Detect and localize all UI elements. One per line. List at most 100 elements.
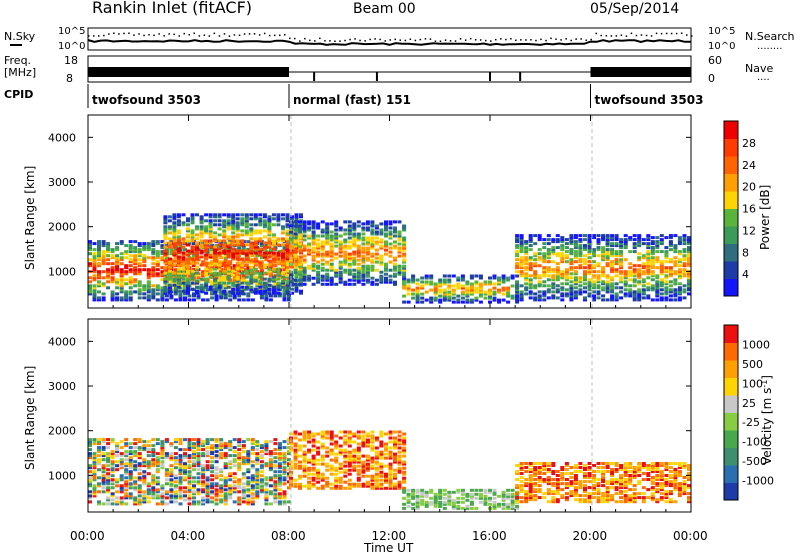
echo-cell <box>264 488 269 492</box>
echo-cell <box>510 496 515 500</box>
echo-cell <box>334 220 339 224</box>
echo-cell <box>205 476 210 480</box>
echo-cell <box>241 276 246 280</box>
power-echo-cells <box>88 213 691 304</box>
echo-cell <box>664 280 669 284</box>
echo-cell <box>110 276 115 280</box>
echo-cell <box>601 246 606 250</box>
echo-cell <box>249 231 254 235</box>
echo-cell <box>456 276 461 280</box>
echo-cell <box>163 253 168 257</box>
echo-cell <box>196 440 201 444</box>
echo-cell <box>281 259 285 263</box>
echo-cell <box>506 276 511 280</box>
echo-cell <box>302 272 307 276</box>
echo-cell <box>186 291 190 295</box>
echo-cell <box>176 273 181 277</box>
echo-cell <box>393 244 397 248</box>
echo-cell <box>619 246 624 250</box>
echo-cell <box>276 261 281 265</box>
echo-cell <box>650 236 655 240</box>
echo-cell <box>172 229 177 233</box>
echo-cell <box>110 280 115 284</box>
echo-cell <box>282 490 287 494</box>
echo-cell <box>524 240 529 244</box>
echo-cell <box>677 252 682 256</box>
echo-cell <box>160 486 165 490</box>
echo-cell <box>637 270 642 274</box>
echo-cell <box>253 237 258 241</box>
echo-cell <box>88 240 92 244</box>
echo-cell <box>352 268 357 272</box>
echo-cell <box>316 278 321 282</box>
echo-cell <box>231 289 236 293</box>
nsearch-dot <box>454 40 457 42</box>
echo-cell <box>155 490 160 494</box>
echo-cell <box>601 282 606 286</box>
echo-cell <box>492 496 497 500</box>
echo-cell <box>519 264 524 268</box>
echo-cell <box>128 460 133 464</box>
echo-cell <box>397 484 402 488</box>
echo-cell <box>605 298 610 302</box>
echo-cell <box>442 506 447 510</box>
echo-cell <box>560 252 565 256</box>
echo-cell <box>178 470 183 474</box>
echo-cell <box>237 452 242 456</box>
echo-cell <box>181 267 186 271</box>
echo-cell <box>285 229 290 233</box>
echo-cell <box>614 254 619 258</box>
echo-cell <box>244 249 249 253</box>
echo-cell <box>167 243 172 247</box>
echo-cell <box>282 476 287 480</box>
echo-cell <box>178 492 183 496</box>
echo-cell <box>137 272 142 276</box>
echo-cell <box>460 488 465 492</box>
echo-cell <box>244 287 249 291</box>
echo-cell <box>515 284 520 288</box>
echo-cell <box>637 236 642 240</box>
nsearch-dot <box>279 34 281 37</box>
echo-cell <box>320 246 325 250</box>
echo-cell <box>163 251 168 255</box>
echo-cell <box>528 274 533 278</box>
echo-cell <box>474 296 479 300</box>
echo-cell <box>192 490 196 494</box>
echo-cell <box>151 290 156 294</box>
echo-cell <box>298 474 302 478</box>
echo-cell <box>632 270 637 274</box>
echo-cell <box>311 454 316 458</box>
echo-cell <box>546 284 551 288</box>
echo-cell <box>415 506 420 510</box>
echo-cell <box>316 452 321 456</box>
echo-cell <box>119 496 124 500</box>
echo-cell <box>201 272 206 276</box>
echo-cell <box>228 448 233 452</box>
echo-cell <box>637 240 642 244</box>
echo-cell <box>338 272 343 276</box>
echo-cell <box>115 490 120 494</box>
echo-cell <box>501 288 506 292</box>
echo-cell <box>119 440 124 444</box>
echo-cell <box>259 454 264 458</box>
echo-cell <box>356 450 361 454</box>
echo-cell <box>151 266 156 270</box>
echo-cell <box>250 486 255 490</box>
echo-cell <box>264 258 269 262</box>
colorbar-swatch <box>724 261 738 279</box>
echo-cell <box>146 242 151 246</box>
echo-cell <box>515 296 520 300</box>
echo-cell <box>195 253 199 257</box>
echo-cell <box>293 482 298 486</box>
echo-cell <box>128 264 133 268</box>
echo-cell <box>267 271 272 275</box>
echo-cell <box>370 478 375 482</box>
echo-cell <box>183 468 187 472</box>
echo-cell <box>258 253 263 257</box>
echo-cell <box>506 504 511 508</box>
echo-cell <box>528 234 533 238</box>
echo-cell <box>253 217 258 221</box>
echo-cell <box>173 460 178 464</box>
echo-cell <box>524 266 529 270</box>
echo-cell <box>307 458 312 462</box>
